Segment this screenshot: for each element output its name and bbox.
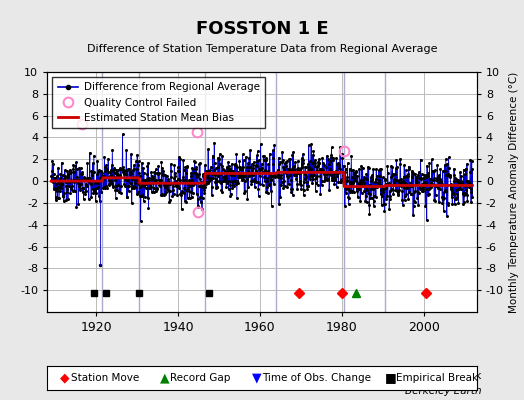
Text: Berkeley Earth: Berkeley Earth bbox=[406, 386, 482, 396]
Text: ▲: ▲ bbox=[160, 372, 169, 384]
Text: Empirical Break: Empirical Break bbox=[396, 373, 478, 383]
Text: Record Gap: Record Gap bbox=[170, 373, 231, 383]
Text: ▼  Time of Obs. Change: ▼ Time of Obs. Change bbox=[257, 371, 380, 381]
Legend: Difference from Regional Average, Quality Control Failed, Estimated Station Mean: Difference from Regional Average, Qualit… bbox=[52, 77, 265, 128]
Text: Station Move: Station Move bbox=[71, 373, 139, 383]
Text: ◆  Station Move: ◆ Station Move bbox=[52, 371, 135, 381]
Text: Time of Obs. Change: Time of Obs. Change bbox=[262, 373, 371, 383]
Text: Difference of Station Temperature Data from Regional Average: Difference of Station Temperature Data f… bbox=[87, 44, 437, 54]
Text: ■  Empirical Break: ■ Empirical Break bbox=[383, 371, 481, 381]
Text: ◆: ◆ bbox=[60, 372, 70, 384]
Y-axis label: Monthly Temperature Anomaly Difference (°C): Monthly Temperature Anomaly Difference (… bbox=[509, 71, 519, 313]
Text: ■: ■ bbox=[385, 372, 397, 384]
Text: ▼: ▼ bbox=[252, 372, 261, 384]
Text: ▲  Record Gap: ▲ Record Gap bbox=[157, 371, 232, 381]
Text: FOSSTON 1 E: FOSSTON 1 E bbox=[195, 20, 329, 38]
